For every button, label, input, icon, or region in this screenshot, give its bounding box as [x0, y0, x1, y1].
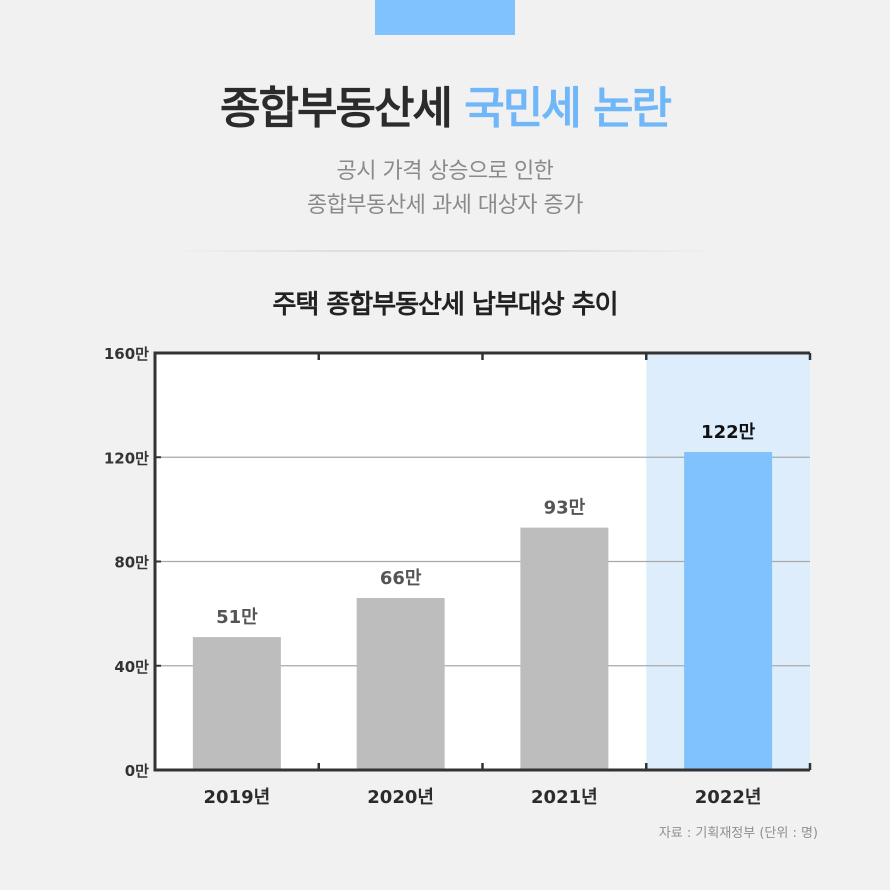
y-tick-label: 0만	[125, 762, 149, 780]
data-label: 122만	[701, 422, 756, 443]
data-label: 93만	[544, 498, 586, 519]
bar	[192, 637, 281, 770]
bar	[356, 597, 445, 770]
subtitle: 공시 가격 상승으로 인한 종합부동산세 과세 대상자 증가	[0, 155, 890, 223]
page-title: 종합부동산세 국민세 논란	[0, 72, 890, 136]
top-accent-tab	[375, 0, 515, 35]
subtitle-line-1: 공시 가격 상승으로 인한	[336, 159, 554, 184]
y-tick-label: 120만	[104, 449, 149, 467]
y-tick-label: 80만	[114, 554, 149, 572]
data-label: 66만	[380, 568, 422, 589]
data-label: 51만	[216, 607, 258, 628]
source-note: 자료 : 기획재정부 (단위 : 명)	[658, 826, 818, 841]
bar	[520, 527, 609, 770]
x-tick-label: 2022년	[695, 787, 762, 808]
title-main: 종합부동산세	[220, 83, 453, 134]
bar-chart: 0만 40만 80만 120만 160만 51만 2019년 66만 2020년 93만 2021년…	[104, 345, 812, 808]
y-tick-label: 40만	[114, 658, 149, 676]
x-tick-label: 2021년	[531, 787, 598, 808]
title-accent: 국민세 논란	[464, 83, 672, 134]
subtitle-line-2: 종합부동산세 과세 대상자 증가	[306, 193, 584, 218]
divider	[170, 250, 720, 252]
x-tick-label: 2020년	[367, 787, 434, 808]
bar	[684, 452, 773, 770]
chart-title: 주택 종합부동산세 납부대상 추이	[272, 290, 618, 320]
x-tick-label: 2019년	[204, 787, 271, 808]
y-tick-label: 160만	[104, 345, 149, 363]
